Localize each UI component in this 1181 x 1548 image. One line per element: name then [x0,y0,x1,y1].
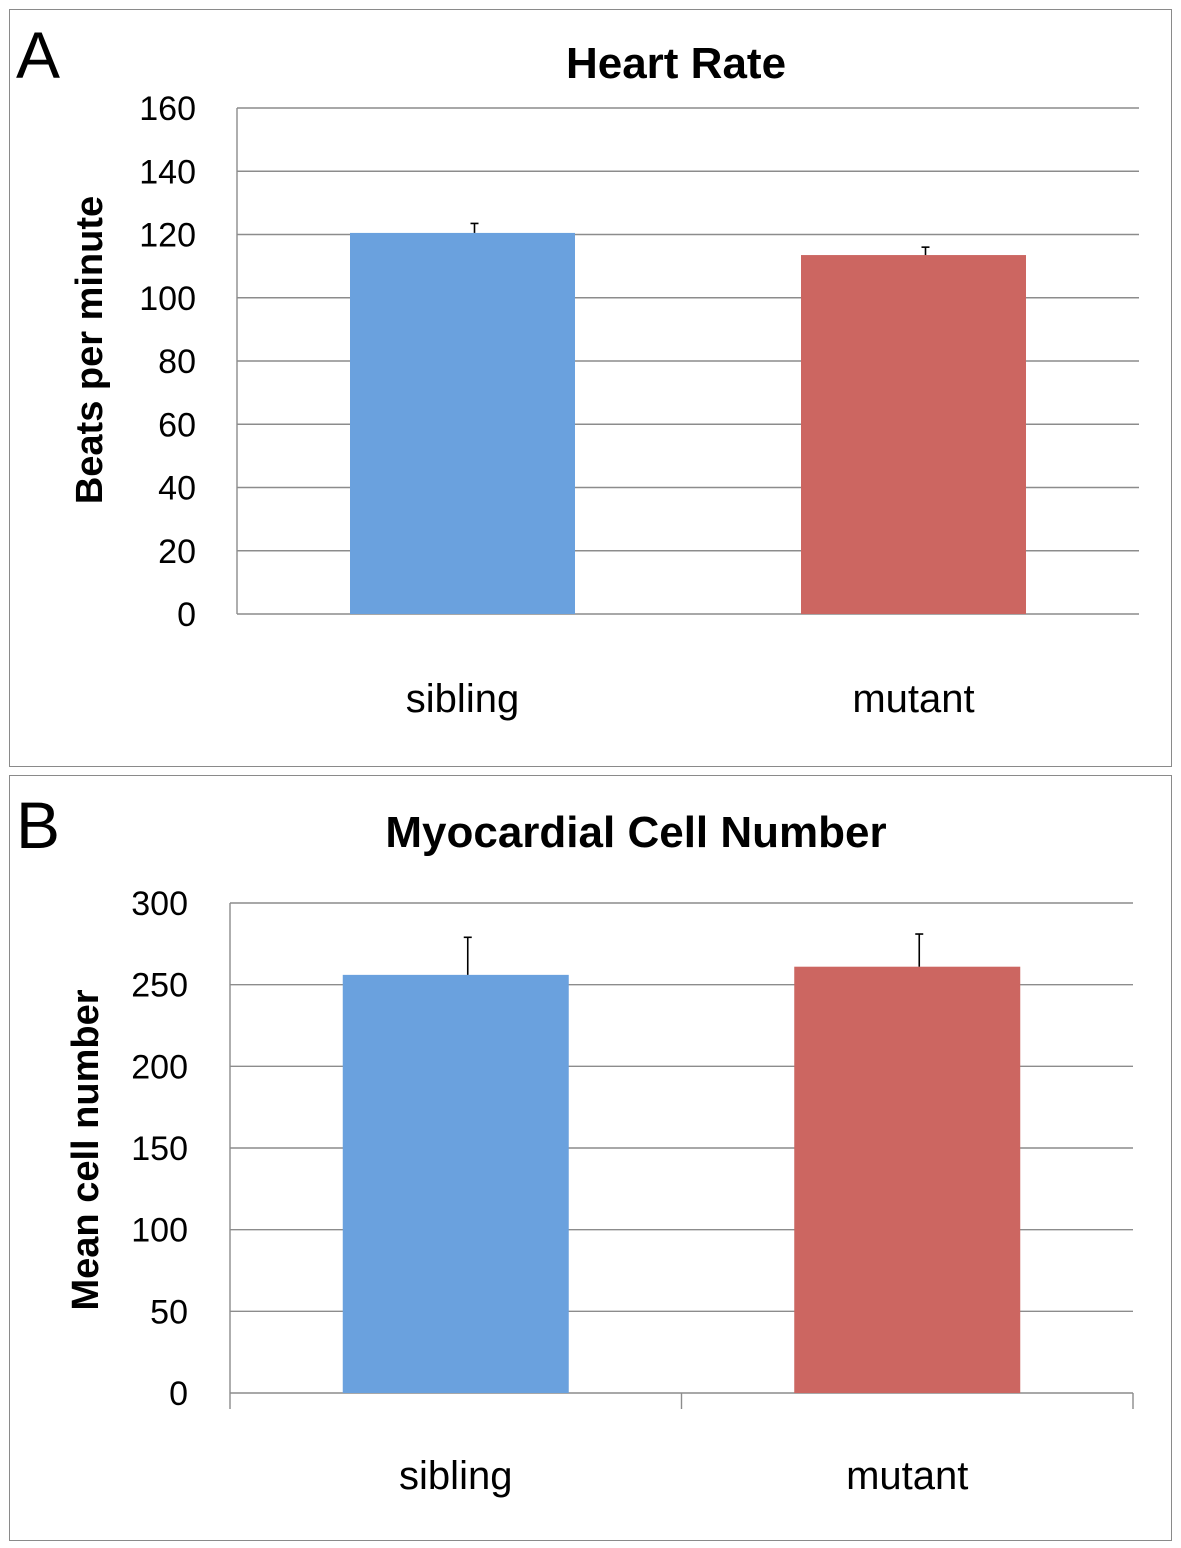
y-axis-label: Beats per minute [69,196,111,504]
x-category-label: mutant [852,677,974,721]
y-tick-label: 120 [139,217,196,255]
y-axis-label: Mean cell number [65,989,107,1310]
panel-b-letter: B [16,788,61,862]
y-tick-label: 150 [131,1130,188,1168]
y-tick-label: 0 [177,596,196,634]
myocardial-cell-number-chart: Myocardial Cell Number Mean cell number … [65,808,1134,1498]
y-tick-label: 100 [131,1212,188,1250]
x-category-label: mutant [846,1454,968,1498]
y-tick-label: 0 [169,1375,188,1413]
x-category-label: sibling [399,1454,512,1498]
y-tick-label: 50 [150,1293,188,1331]
chart-title: Heart Rate [566,39,786,88]
y-tick-label: 250 [131,967,188,1005]
bar-mutant [794,966,1021,1393]
chart-title: Myocardial Cell Number [385,808,886,857]
y-tick-label: 300 [131,885,188,923]
y-tick-label: 80 [158,343,196,381]
y-tick-label: 60 [158,406,196,444]
y-tick-label: 100 [139,280,196,318]
panel-a-letter: A [16,18,61,92]
bar-sibling [350,232,575,614]
heart-rate-chart: Heart Rate Beats per minute 0 20 40 60 80 100… [69,39,1139,721]
y-tick-label: 140 [139,153,196,191]
y-tick-label: 40 [158,470,196,508]
x-category-label: sibling [406,677,519,721]
y-tick-label: 200 [131,1048,188,1086]
bar-sibling [342,974,569,1393]
bar-mutant [801,255,1026,614]
y-tick-label: 20 [158,533,196,571]
y-tick-label: 160 [139,90,196,128]
